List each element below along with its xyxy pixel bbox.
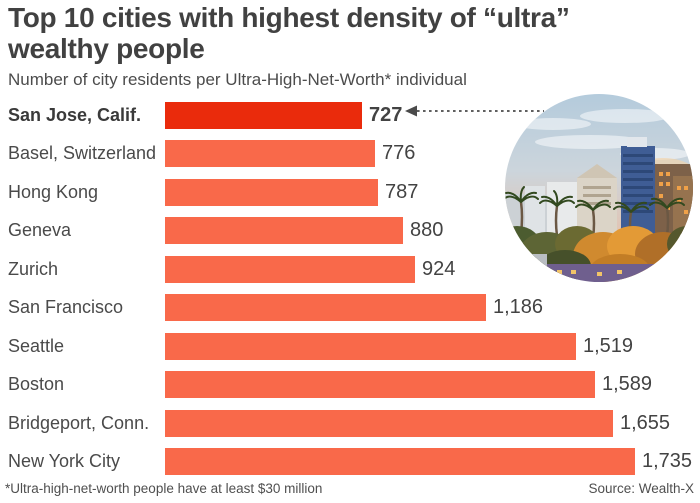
city-label: Geneva — [8, 220, 72, 241]
city-label: San Jose, Calif. — [8, 104, 142, 125]
city-label: Zurich — [8, 258, 59, 279]
san-jose-photo — [505, 94, 693, 282]
value-label: 1,519 — [583, 334, 634, 357]
value-bar — [165, 217, 403, 245]
bar-chart: San Jose, Calif. 727 Basel, Switzerland … — [0, 96, 700, 481]
value-label: 1,655 — [620, 411, 671, 434]
value-label: 727 — [369, 103, 403, 126]
city-label: San Francisco — [8, 297, 124, 318]
chart-row: Zurich 924 — [0, 250, 700, 289]
page-title: Top 10 cities with highest density of “u… — [8, 2, 570, 64]
value-label: 1,589 — [602, 373, 653, 396]
city-label: Basel, Switzerland — [8, 143, 157, 164]
chart-row: San Jose, Calif. 727 — [0, 96, 700, 135]
chart-row: San Francisco 1,186 — [0, 289, 700, 328]
chart-row: New York City 1,735 — [0, 443, 700, 482]
source-credit: Source: Wealth-X — [588, 481, 694, 496]
city-label: New York City — [8, 451, 121, 472]
city-label: Bridgeport, Conn. — [8, 412, 150, 433]
value-label: 1,186 — [493, 296, 544, 319]
footer: *Ultra-high-net-worth people have at lea… — [0, 481, 700, 496]
value-bar — [165, 294, 486, 322]
value-label: 787 — [385, 180, 419, 203]
value-label: 1,735 — [642, 450, 693, 473]
value-label: 776 — [382, 142, 416, 165]
value-label: 880 — [410, 219, 444, 242]
value-bar — [165, 371, 595, 399]
value-bar — [165, 409, 613, 437]
city-skyline-illustration — [505, 94, 693, 282]
value-label: 924 — [422, 257, 456, 280]
chart-row: Basel, Switzerland 776 — [0, 135, 700, 174]
chart-subtitle: Number of city residents per Ultra-High-… — [8, 70, 467, 89]
chart-row: Seattle 1,519 — [0, 327, 700, 366]
value-bar — [165, 178, 378, 206]
chart-row: Boston 1,589 — [0, 366, 700, 405]
value-bar — [165, 448, 635, 476]
annotation-arrow-icon — [405, 105, 544, 117]
value-bar — [165, 332, 576, 360]
city-label: Boston — [8, 374, 65, 395]
chart-row: Bridgeport, Conn. 1,655 — [0, 404, 700, 443]
value-bar — [165, 255, 415, 283]
value-bar — [165, 140, 375, 168]
footnote: *Ultra-high-net-worth people have at lea… — [5, 481, 323, 496]
chart-row: Hong Kong 787 — [0, 173, 700, 212]
city-label: Seattle — [8, 335, 65, 356]
value-bar — [165, 101, 362, 129]
city-label: Hong Kong — [8, 181, 99, 202]
chart-row: Geneva 880 — [0, 212, 700, 251]
palm-trees-icon — [505, 186, 685, 240]
